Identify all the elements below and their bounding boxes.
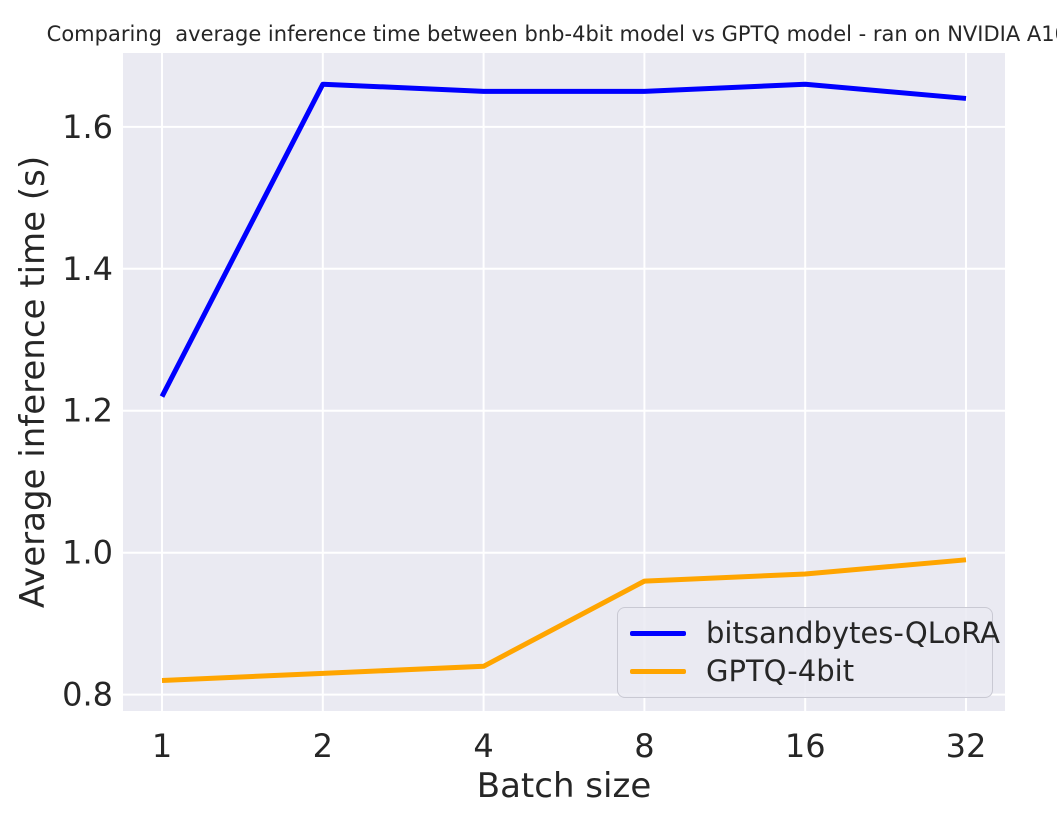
legend: bitsandbytes-QLoRA GPTQ-4bit [617, 607, 1000, 698]
x-tick-label: 16 [785, 727, 826, 765]
y-tick-label: 1.6 [62, 108, 113, 146]
x-tick-label: 1 [152, 727, 172, 765]
x-tick-label: 32 [946, 727, 987, 765]
legend-line-swatch-orange [630, 669, 686, 675]
legend-label-bitsandbytes-qlora: bitsandbytes-QLoRA [706, 615, 1000, 650]
y-tick-label: 1.4 [62, 250, 113, 288]
x-axis-label: Batch size [476, 766, 652, 806]
legend-item-gptq-4bit: GPTQ-4bit [630, 657, 992, 686]
legend-item-bitsandbytes-qlora: bitsandbytes-QLoRA [630, 618, 1000, 648]
plot-area [123, 53, 1005, 711]
series-line-gptq-4bit [161, 557, 967, 683]
y-tick-label: 1.2 [62, 392, 113, 430]
x-tick-label: 4 [473, 727, 493, 765]
series-line-bitsandbytes-qlora [159, 81, 967, 398]
legend-label-gptq-4bit: GPTQ-4bit [706, 654, 855, 689]
legend-line-swatch-blue [630, 630, 686, 636]
y-tick-label: 1.0 [62, 534, 113, 572]
x-tick-label: 2 [313, 727, 333, 765]
y-axis-label: Average inference time (s) [13, 155, 53, 609]
chart-title: Comparing average inference time between… [46, 22, 1057, 46]
x-tick-label: 8 [634, 727, 654, 765]
y-tick-label: 0.8 [62, 676, 113, 714]
